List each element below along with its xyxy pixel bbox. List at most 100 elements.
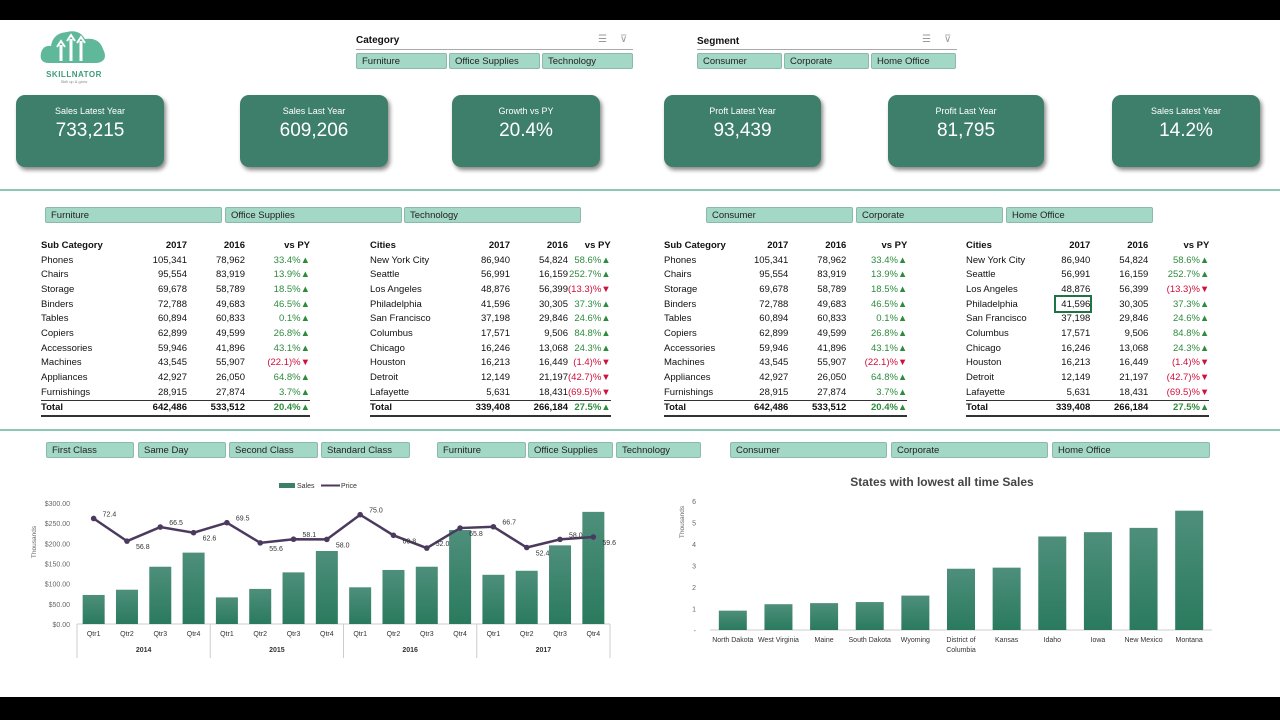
table-cell[interactable]: Houston bbox=[370, 357, 406, 369]
table-cell[interactable]: Storage bbox=[664, 283, 698, 295]
table-cell[interactable]: 62,899 bbox=[157, 327, 187, 339]
table-cell[interactable]: 27,874 bbox=[215, 386, 245, 398]
table-cell[interactable]: 84.8%▲ bbox=[1173, 327, 1210, 339]
table-cell[interactable]: 16,246 bbox=[1061, 342, 1091, 354]
table-cell[interactable]: 24.6%▲ bbox=[1173, 313, 1210, 325]
table-cell[interactable]: Furnishings bbox=[41, 386, 91, 398]
table-cell[interactable]: 60,833 bbox=[215, 313, 245, 325]
table-cell[interactable]: 43.1%▲ bbox=[273, 342, 310, 354]
slicer-corporate[interactable]: Corporate bbox=[891, 442, 1048, 458]
table-cell[interactable]: 28,915 bbox=[759, 386, 789, 398]
table-cell[interactable]: 83,919 bbox=[215, 269, 245, 281]
table-cell[interactable]: 16,213 bbox=[1061, 357, 1091, 369]
table-cell[interactable]: 9,506 bbox=[544, 327, 568, 339]
slicer-office-supplies[interactable]: Office Supplies bbox=[528, 442, 613, 458]
table-cell[interactable]: Furnishings bbox=[664, 386, 714, 398]
slicer-consumer[interactable]: Consumer bbox=[730, 442, 887, 458]
table-cell[interactable]: 64.8%▲ bbox=[273, 372, 310, 384]
table-cell[interactable]: 13,068 bbox=[1119, 342, 1149, 354]
table-cell[interactable]: San Francisco bbox=[966, 313, 1027, 325]
table-cell[interactable]: 3.7%▲ bbox=[876, 386, 908, 398]
slicer-home-office[interactable]: Home Office bbox=[871, 53, 956, 69]
table-cell[interactable]: Detroit bbox=[370, 372, 398, 384]
table-cell[interactable]: Seattle bbox=[370, 269, 400, 281]
table-cell[interactable]: 59,946 bbox=[157, 342, 187, 354]
clear-filter-icon[interactable]: ⊽ bbox=[944, 34, 952, 45]
table-cell[interactable]: 43,545 bbox=[759, 357, 789, 369]
table-cell[interactable]: 49,599 bbox=[817, 327, 847, 339]
table-cell[interactable]: 59,946 bbox=[759, 342, 789, 354]
table-cell[interactable]: 60,894 bbox=[157, 313, 187, 325]
table-cell[interactable]: 26,050 bbox=[817, 372, 847, 384]
clear-filter-icon[interactable]: ⊽ bbox=[620, 34, 628, 45]
table-cell[interactable]: 18.5%▲ bbox=[871, 283, 908, 295]
slicer-office-supplies[interactable]: Office Supplies bbox=[225, 207, 402, 223]
slicer-consumer[interactable]: Consumer bbox=[706, 207, 853, 223]
table-cell[interactable]: 9,506 bbox=[1124, 327, 1149, 339]
slicer-consumer[interactable]: Consumer bbox=[697, 53, 782, 69]
table-cell[interactable]: 26.8%▲ bbox=[871, 327, 908, 339]
table-cell[interactable]: 24.6%▲ bbox=[574, 313, 611, 325]
slicer-technology[interactable]: Technology bbox=[404, 207, 581, 223]
table-cell[interactable]: (22.1)%▼ bbox=[267, 357, 310, 369]
table-cell[interactable]: Lafayette bbox=[370, 386, 410, 398]
slicer-first-class[interactable]: First Class bbox=[46, 442, 134, 458]
table-cell[interactable]: 60,833 bbox=[817, 313, 847, 325]
table-cell[interactable]: 62,899 bbox=[759, 327, 789, 339]
table-cell[interactable]: Tables bbox=[41, 313, 69, 325]
table-cell[interactable]: 37.3%▲ bbox=[574, 298, 611, 310]
table-cell[interactable]: 24.3%▲ bbox=[1173, 342, 1210, 354]
table-cell[interactable]: 58.6%▲ bbox=[1173, 254, 1210, 266]
table-cell[interactable]: 37,198 bbox=[480, 313, 510, 325]
table-cell[interactable]: 83,919 bbox=[817, 269, 847, 281]
table-cell[interactable]: Chairs bbox=[664, 269, 692, 281]
table-cell[interactable]: 56,399 bbox=[1119, 283, 1149, 295]
table-cell[interactable]: 60,894 bbox=[759, 313, 789, 325]
table-cell[interactable]: 42,927 bbox=[759, 372, 789, 384]
table-cell[interactable]: Tables bbox=[664, 313, 692, 325]
table-cell[interactable]: 33.4%▲ bbox=[871, 254, 908, 266]
table-cell[interactable]: 33.4%▲ bbox=[273, 254, 310, 266]
table-cell[interactable]: 69,678 bbox=[157, 283, 187, 295]
table-cell[interactable]: 56,399 bbox=[538, 283, 568, 295]
table-cell[interactable]: 5,631 bbox=[1066, 386, 1091, 398]
table-cell[interactable]: Phones bbox=[664, 254, 697, 266]
slicer-same-day[interactable]: Same Day bbox=[138, 442, 226, 458]
table-cell[interactable]: Chicago bbox=[370, 342, 405, 354]
table-cell[interactable]: 13.9%▲ bbox=[871, 269, 908, 281]
table-cell[interactable]: 18.5%▲ bbox=[273, 283, 310, 295]
table-cell[interactable]: Seattle bbox=[966, 269, 996, 281]
table-cell[interactable]: Detroit bbox=[966, 372, 994, 384]
table-cell[interactable]: 78,962 bbox=[215, 254, 245, 266]
table-cell[interactable]: Binders bbox=[664, 298, 697, 310]
table-cell[interactable]: 54,824 bbox=[1119, 254, 1149, 266]
table-cell[interactable]: 12,149 bbox=[480, 372, 510, 384]
table-cell[interactable]: (69.5)%▼ bbox=[1166, 386, 1210, 398]
table-cell[interactable]: 69,678 bbox=[759, 283, 789, 295]
table-cell[interactable]: 16,449 bbox=[538, 357, 568, 369]
table-cell[interactable]: 29,846 bbox=[538, 313, 568, 325]
table-cell[interactable]: 27,874 bbox=[817, 386, 847, 398]
slicer-standard-class[interactable]: Standard Class bbox=[321, 442, 410, 458]
table-cell[interactable]: Accessories bbox=[41, 342, 93, 354]
slicer-furniture[interactable]: Furniture bbox=[45, 207, 222, 223]
table-cell[interactable]: 48,876 bbox=[480, 283, 510, 295]
table-cell[interactable]: 41,596 bbox=[1053, 294, 1093, 314]
table-cell[interactable]: 105,341 bbox=[754, 254, 789, 266]
slicer-home-office[interactable]: Home Office bbox=[1006, 207, 1153, 223]
slicer-furniture[interactable]: Furniture bbox=[356, 53, 447, 69]
table-cell[interactable]: (42.7)%▼ bbox=[568, 372, 611, 384]
slicer-corporate[interactable]: Corporate bbox=[784, 53, 869, 69]
table-cell[interactable]: 43,545 bbox=[157, 357, 187, 369]
table-cell[interactable]: Los Angeles bbox=[370, 283, 422, 295]
table-cell[interactable]: 30,305 bbox=[1119, 298, 1149, 310]
table-cell[interactable]: 55,907 bbox=[817, 357, 847, 369]
table-cell[interactable]: 17,571 bbox=[1061, 327, 1091, 339]
table-cell[interactable]: Phones bbox=[41, 254, 74, 266]
table-cell[interactable]: 72,788 bbox=[759, 298, 789, 310]
table-cell[interactable]: (69.5)%▼ bbox=[568, 386, 611, 398]
table-cell[interactable]: Chairs bbox=[41, 269, 69, 281]
table-cell[interactable]: 49,683 bbox=[817, 298, 847, 310]
table-cell[interactable]: 72,788 bbox=[157, 298, 187, 310]
table-cell[interactable]: Copiers bbox=[41, 327, 74, 339]
